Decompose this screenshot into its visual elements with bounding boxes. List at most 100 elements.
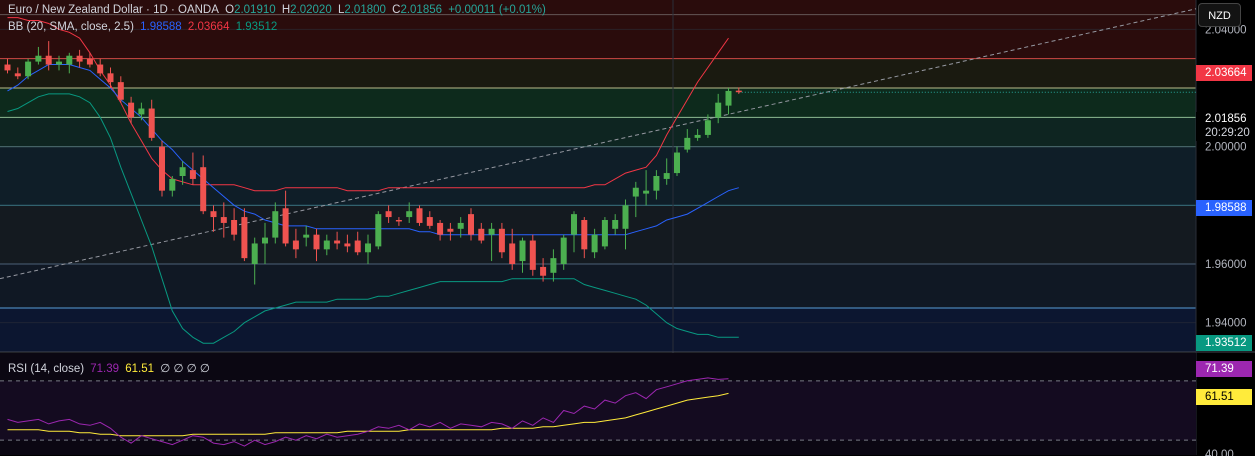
candle-body (437, 222, 444, 235)
trend-line-path (0, 8, 1197, 280)
rsi-line (7, 377, 729, 447)
candle-body (148, 108, 155, 138)
close-value: 2.01856 (400, 4, 443, 16)
candle-body (25, 61, 32, 77)
candle-body (303, 234, 310, 238)
candle-body (97, 64, 104, 74)
rsi-value: 71.39 (90, 363, 120, 375)
rsi-ma-badge: 61.51 (1196, 389, 1252, 405)
candle-body (231, 220, 238, 235)
high-label: H (281, 4, 291, 16)
zone-band (0, 117, 1196, 147)
candle-body (601, 220, 608, 247)
candle-body (241, 217, 248, 259)
candle-body (704, 120, 711, 135)
low-value: 2.01800 (344, 4, 386, 16)
candle-body (694, 134, 701, 138)
candle-body (210, 211, 217, 218)
candle-body (45, 55, 52, 65)
candle-body (76, 55, 83, 62)
candle-body (169, 178, 176, 191)
candle-body (715, 102, 722, 118)
candle-body (457, 222, 464, 229)
trend-line[interactable] (0, 8, 1197, 280)
rsi-axis-tick: 40.00 (1205, 449, 1234, 456)
rsi-badge: 71.39 (1196, 361, 1252, 377)
candle-body (395, 220, 402, 222)
bb-legend[interactable]: BB (20, SMA, close, 2.5) 1.98588 2.03664… (8, 21, 280, 33)
candle-body (354, 240, 361, 253)
open-value: 2.01910 (234, 4, 276, 16)
upper-band-badge: 2.03664 (1196, 65, 1252, 81)
currency-button[interactable]: NZD (1198, 3, 1241, 27)
candle-body (117, 82, 124, 100)
candle-body (365, 243, 371, 253)
candle-body (498, 228, 505, 253)
rsi-extra-values: ∅ ∅ ∅ ∅ (160, 363, 210, 375)
candle-body (159, 146, 165, 191)
candle-body (529, 240, 536, 270)
candle-body (66, 55, 73, 65)
candle-body (488, 228, 495, 235)
candle-body (323, 240, 330, 250)
candle-body (128, 102, 135, 118)
candle-body (200, 167, 207, 212)
candle-body (468, 214, 474, 235)
rsi-label: RSI (14, close) (8, 363, 85, 375)
candle-body (282, 208, 289, 244)
candle-body (272, 211, 279, 238)
candle-body (35, 55, 42, 62)
rsi-pane (0, 353, 1196, 455)
price-tick-label: 2.04000 (1205, 24, 1247, 36)
candle-body (262, 237, 268, 244)
close-label: C (392, 4, 401, 16)
symbol-title: Euro / New Zealand Dollar · 1D · OANDA (8, 4, 219, 16)
candle-body (663, 173, 670, 179)
candle-body (571, 214, 577, 235)
bb-upper-line (7, 17, 729, 192)
candle-body (632, 187, 639, 197)
candle-body (550, 258, 557, 273)
candle-body (189, 170, 196, 179)
low-label: L (337, 4, 345, 16)
candle-body (519, 240, 526, 262)
zone-band (0, 58, 1196, 88)
candle-body (735, 90, 742, 93)
candle-body (426, 217, 433, 226)
candle-body (344, 243, 351, 247)
bb-basis-value: 1.98588 (140, 21, 182, 33)
candle-body (674, 152, 680, 174)
bb-lower-line (7, 93, 739, 344)
candle-body (509, 243, 516, 264)
candle-body (622, 205, 629, 229)
candle-body (4, 64, 11, 71)
candle-body (14, 73, 21, 77)
countdown-badge: 20:29:20 (1196, 126, 1252, 141)
candle-body (107, 73, 114, 83)
bb-lower-value: 1.93512 (235, 21, 278, 33)
candle-body (292, 240, 299, 250)
candle-body (591, 234, 598, 253)
candle-body (86, 58, 93, 65)
candle-body (653, 176, 660, 191)
candle-body (179, 167, 186, 176)
open-label: O (225, 4, 235, 16)
candle-body (56, 61, 62, 65)
last-price-badge: 2.01856 (1196, 112, 1252, 127)
candle-body (138, 108, 145, 115)
bb-upper-value: 2.03664 (187, 21, 230, 33)
candle-body (684, 137, 691, 150)
zone-band (0, 88, 1196, 118)
candle-body (560, 237, 567, 264)
candle-body (385, 211, 392, 218)
candle-body (334, 240, 341, 244)
price-tick-label: 1.94000 (1205, 318, 1247, 330)
candle-body (251, 243, 258, 264)
bb-label: BB (20, SMA, close, 2.5) (8, 21, 134, 33)
rsi-legend[interactable]: RSI (14, close) 71.39 61.51 ∅ ∅ ∅ ∅ (8, 361, 213, 375)
candle-body (313, 234, 320, 250)
symbol-legend[interactable]: Euro / New Zealand Dollar · 1D · OANDA O… (8, 4, 549, 16)
candle-body (220, 217, 227, 223)
candle-body (725, 90, 732, 106)
